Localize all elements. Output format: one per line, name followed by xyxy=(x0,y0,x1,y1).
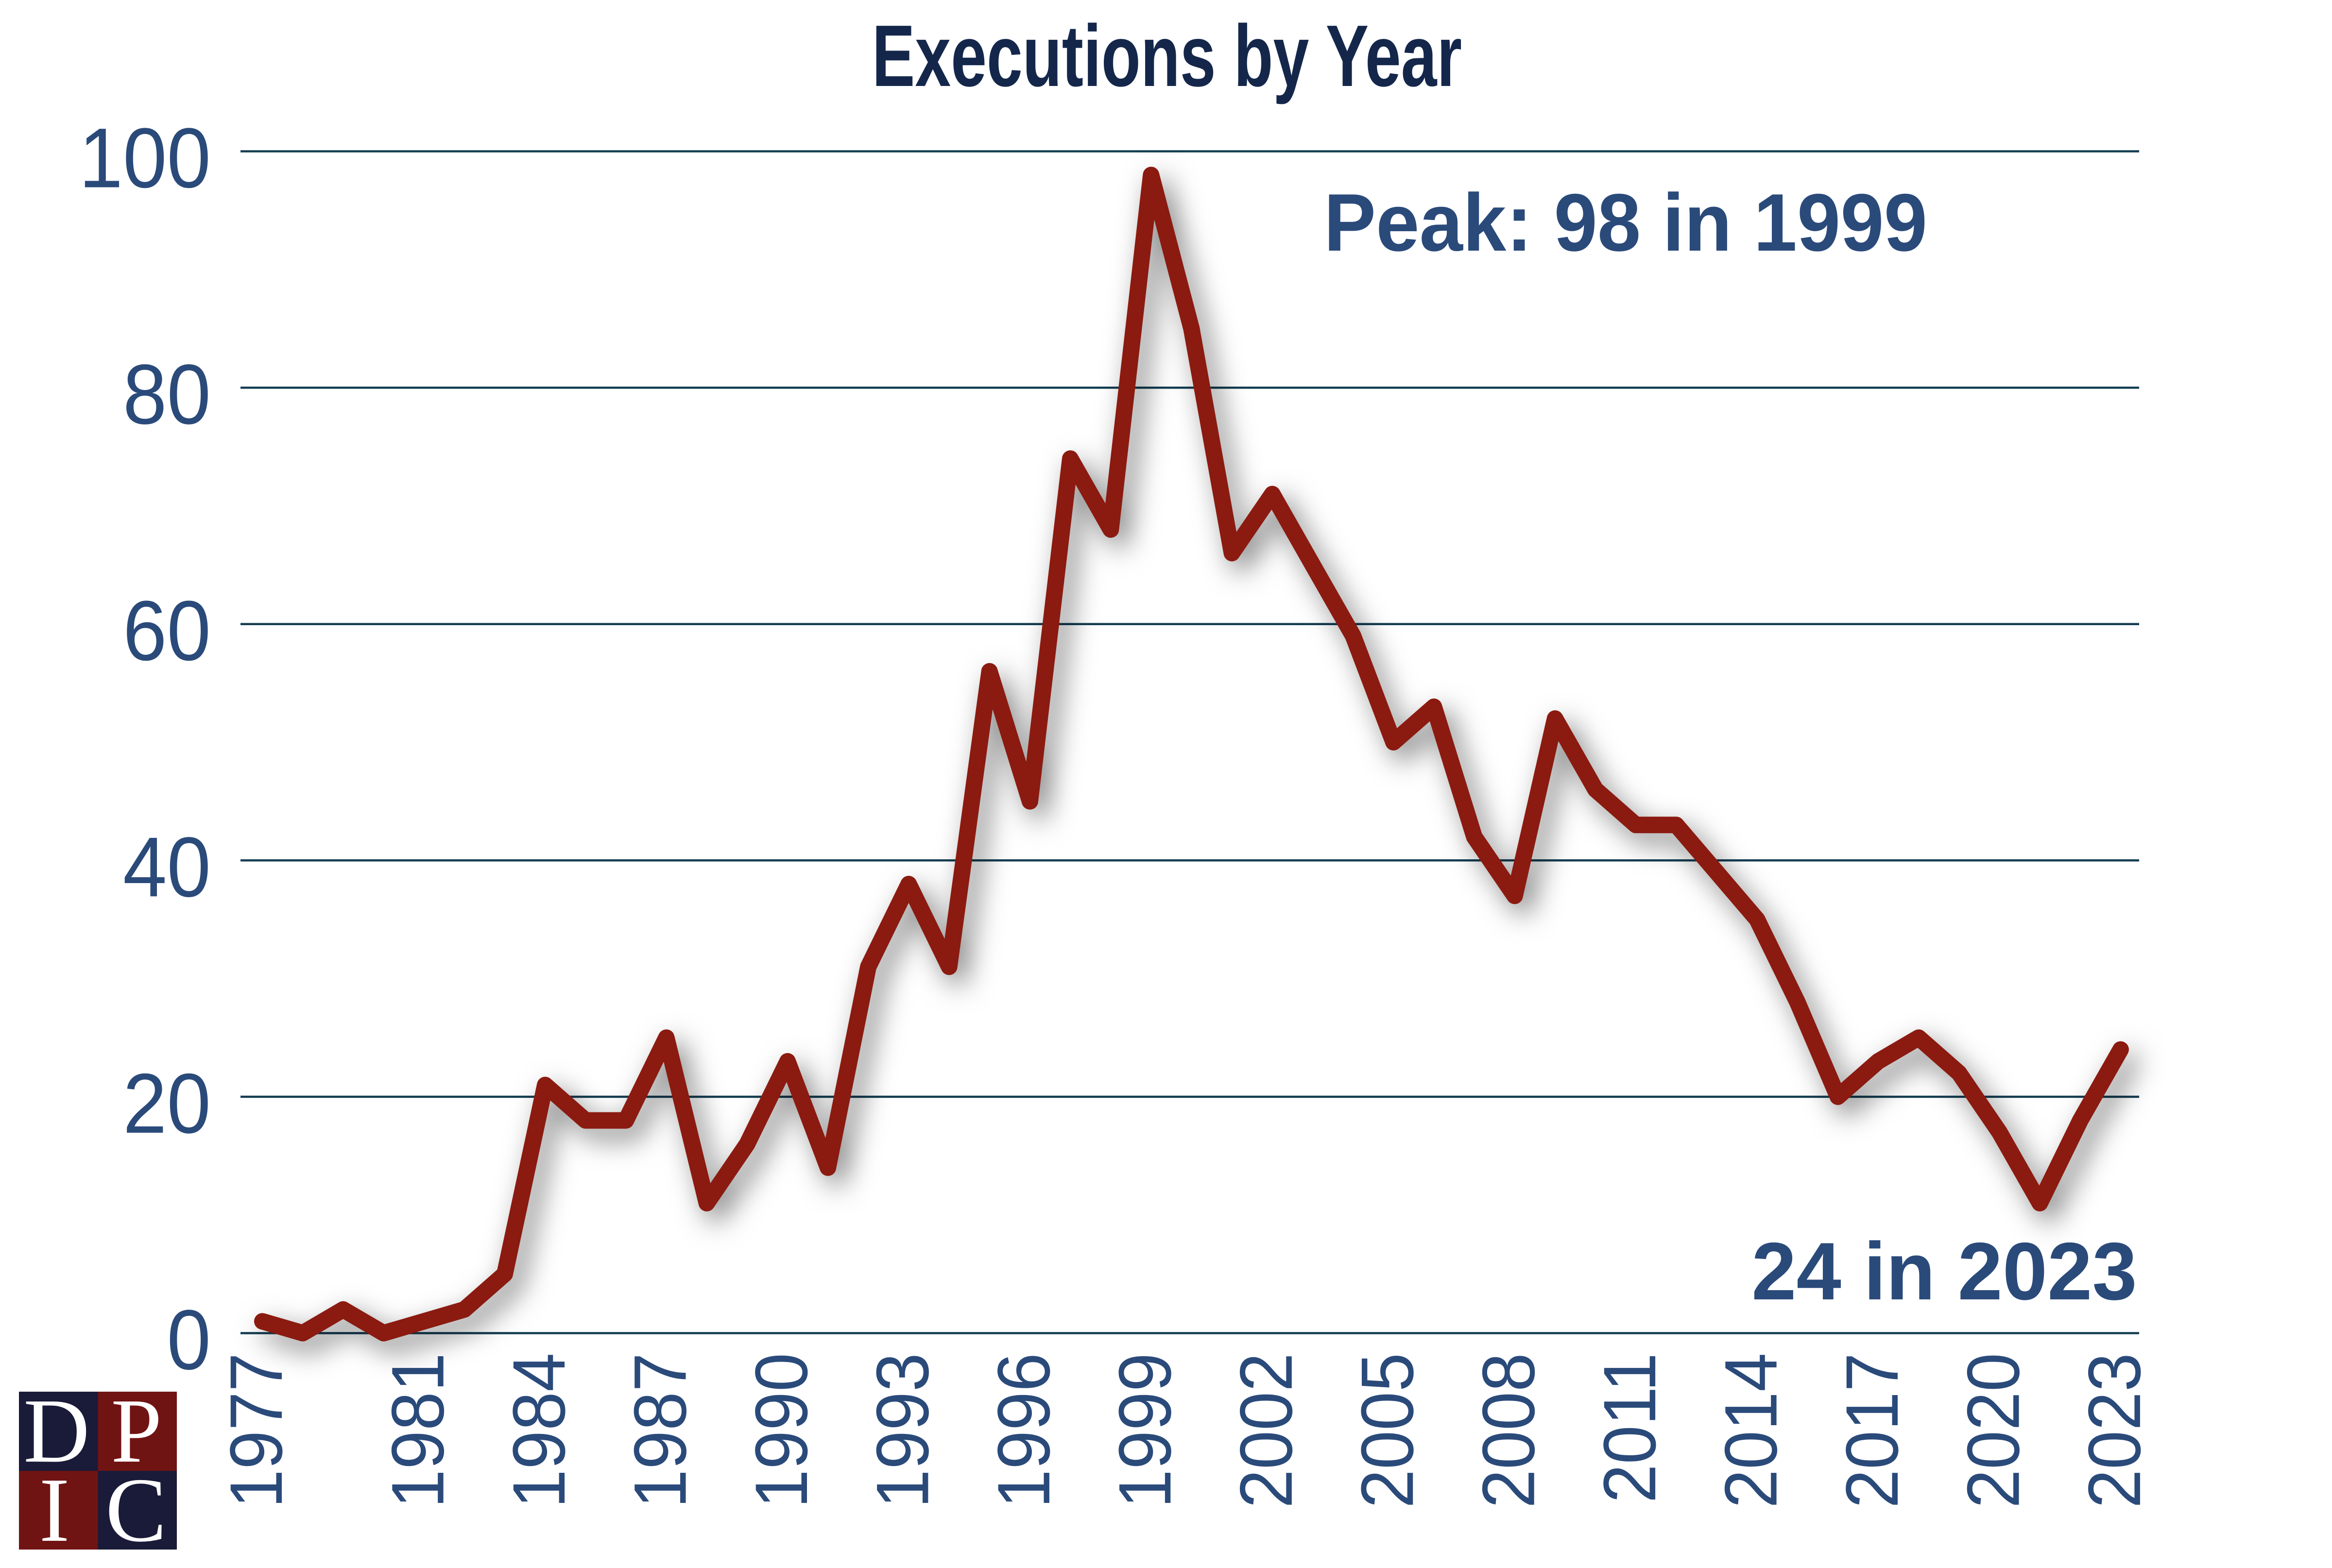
svg-text:2017: 2017 xyxy=(1831,1353,1914,1508)
svg-text:P: P xyxy=(111,1380,162,1482)
svg-text:24 in 2023: 24 in 2023 xyxy=(1751,1226,2137,1317)
svg-text:1996: 1996 xyxy=(983,1353,1065,1508)
svg-text:2008: 2008 xyxy=(1468,1353,1550,1508)
svg-text:I: I xyxy=(39,1459,70,1561)
svg-text:1987: 1987 xyxy=(619,1353,702,1508)
svg-text:1977: 1977 xyxy=(215,1353,298,1508)
svg-text:20: 20 xyxy=(123,1056,211,1151)
svg-text:Executions by Year: Executions by Year xyxy=(872,7,1462,105)
svg-text:1981: 1981 xyxy=(377,1353,460,1508)
svg-text:2005: 2005 xyxy=(1346,1353,1429,1508)
svg-text:1990: 1990 xyxy=(740,1353,823,1508)
svg-text:80: 80 xyxy=(123,347,211,442)
svg-text:2002: 2002 xyxy=(1225,1353,1308,1508)
svg-text:1984: 1984 xyxy=(498,1353,581,1508)
svg-text:100: 100 xyxy=(79,110,211,205)
svg-text:1993: 1993 xyxy=(861,1353,944,1508)
svg-text:40: 40 xyxy=(123,819,211,915)
svg-text:D: D xyxy=(23,1380,90,1482)
svg-text:C: C xyxy=(105,1459,167,1561)
svg-text:2014: 2014 xyxy=(1710,1353,1793,1508)
svg-text:2023: 2023 xyxy=(2074,1353,2156,1508)
svg-text:60: 60 xyxy=(123,583,211,678)
svg-text:2020: 2020 xyxy=(1952,1353,2035,1508)
svg-text:2011: 2011 xyxy=(1589,1353,1671,1503)
svg-text:1999: 1999 xyxy=(1104,1353,1186,1508)
svg-text:0: 0 xyxy=(167,1292,211,1387)
svg-text:Peak: 98 in 1999: Peak: 98 in 1999 xyxy=(1324,177,1927,268)
